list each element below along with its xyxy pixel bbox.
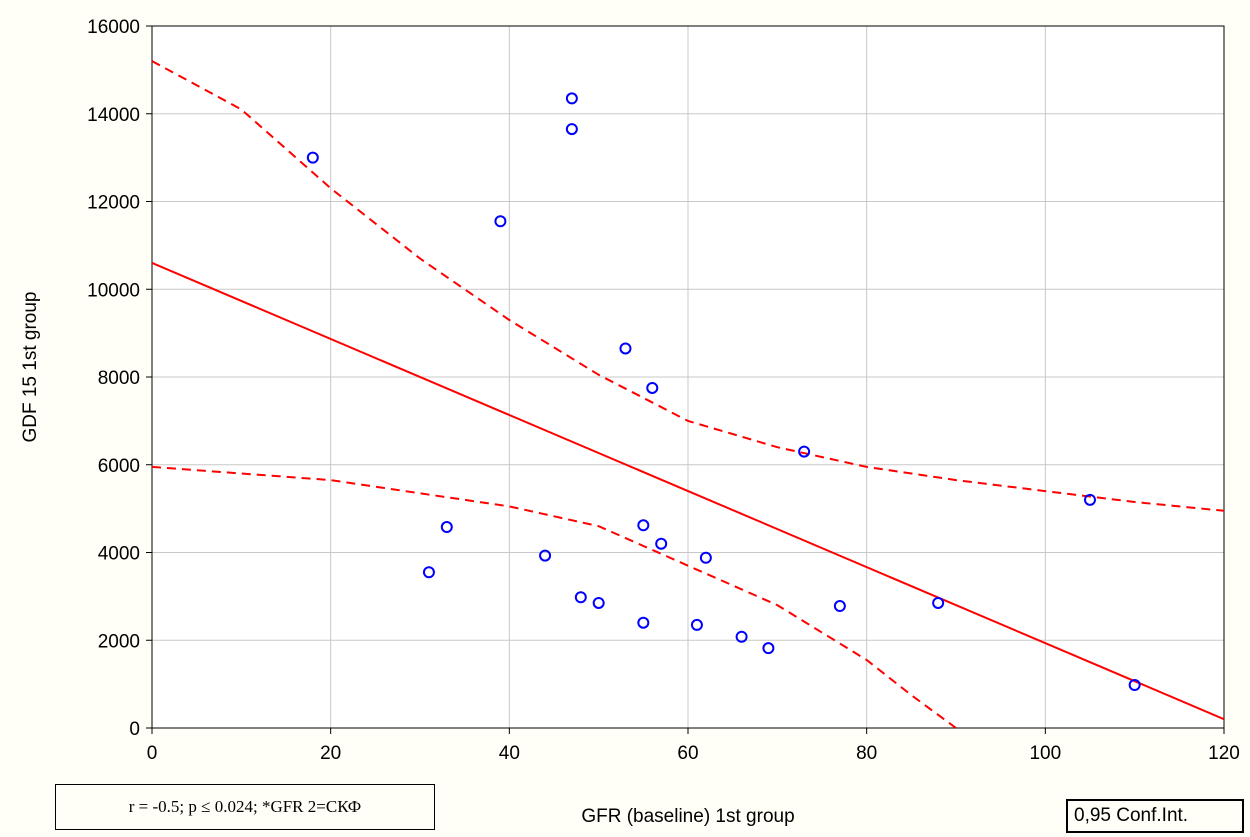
x-axis-title: GFR (baseline) 1st group — [581, 806, 794, 827]
data-point — [699, 551, 712, 564]
tick-labels: 0 20 40 60 80 100 120 0 2000 4000 6000 8000 10000 120… — [87, 17, 1240, 764]
y-tick-label: 0 — [129, 719, 140, 740]
data-point — [422, 566, 435, 579]
data-point — [592, 596, 605, 609]
y-tick-label: 16000 — [87, 17, 140, 38]
y-tick-label: 14000 — [87, 105, 140, 126]
fit-lines — [152, 60, 1224, 728]
y-tick-label: 2000 — [98, 631, 140, 652]
data-point — [932, 596, 945, 609]
legend-conf-int: 0,95 Conf.Int. — [1066, 799, 1244, 833]
x-tick-label: 60 — [677, 743, 698, 764]
grid — [151, 25, 1225, 729]
data-point — [539, 549, 552, 562]
data-point — [798, 445, 811, 458]
data-point — [735, 630, 748, 643]
y-axis-title: GDF 15 1st group — [20, 291, 41, 442]
ci-lower-line — [152, 465, 957, 728]
x-tick-label: 20 — [320, 743, 341, 764]
data-point — [655, 537, 668, 550]
y-tick-label: 8000 — [98, 368, 140, 389]
stats-annotation: r = -0.5; p ≤ 0.024; *GFR 2=СКФ — [55, 784, 435, 830]
data-point — [565, 123, 578, 136]
y-tick-label: 12000 — [87, 193, 140, 214]
data-point — [1128, 679, 1141, 692]
data-point — [494, 215, 507, 228]
data-point — [574, 591, 587, 604]
y-tick-label: 4000 — [98, 544, 140, 565]
x-tick-label: 40 — [499, 743, 520, 764]
x-tick-label: 0 — [147, 743, 158, 764]
data-point — [833, 600, 846, 613]
regression-line — [152, 261, 1224, 721]
y-tick-label: 6000 — [98, 456, 140, 477]
data-point — [306, 151, 319, 164]
x-tick-label: 120 — [1208, 743, 1240, 764]
data-point — [637, 616, 650, 629]
data-point — [565, 92, 578, 105]
y-tick-label: 10000 — [87, 280, 140, 301]
data-point — [762, 642, 775, 655]
data-point — [637, 519, 650, 532]
data-points — [306, 92, 1141, 692]
data-point — [1084, 493, 1096, 506]
data-point — [440, 521, 453, 534]
ci-upper-line — [152, 60, 1224, 512]
x-tick-label: 100 — [1029, 743, 1061, 764]
axes — [146, 25, 1225, 734]
data-point — [646, 381, 659, 394]
x-tick-label: 80 — [856, 743, 877, 764]
data-point — [690, 618, 703, 631]
data-point — [619, 342, 632, 355]
